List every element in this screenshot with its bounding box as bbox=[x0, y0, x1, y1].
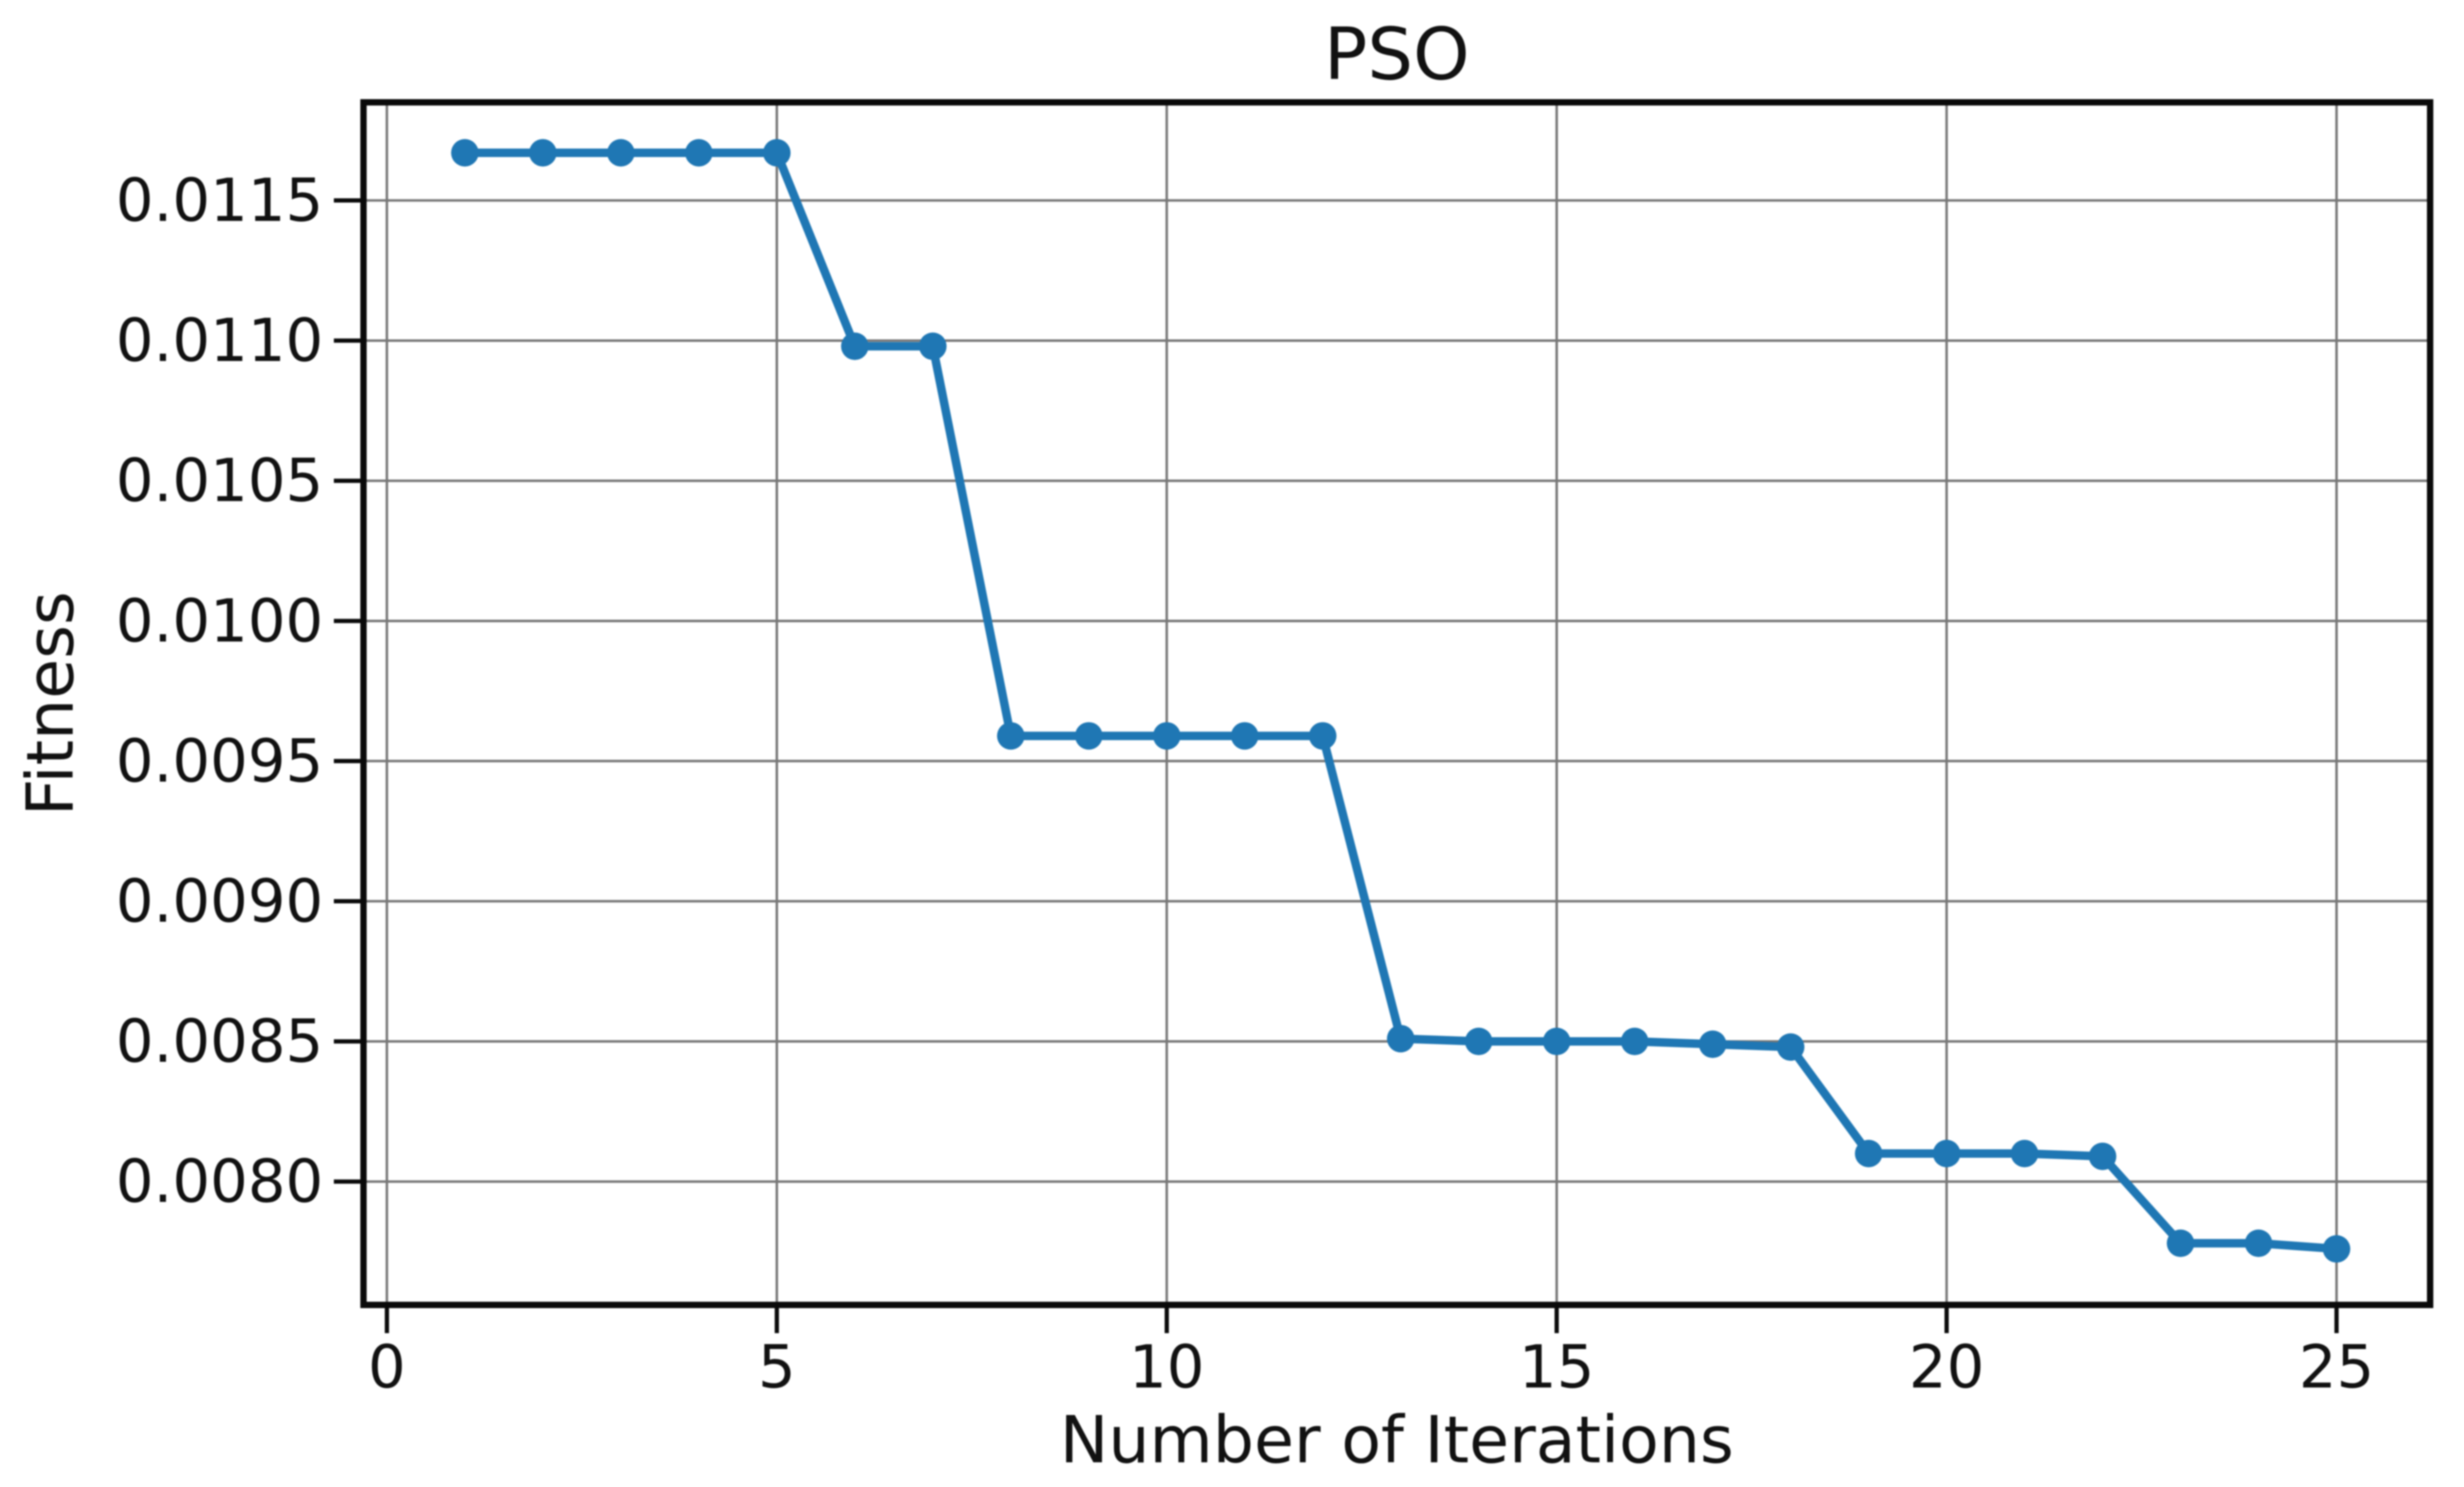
data-point bbox=[841, 332, 869, 361]
axis-layer: 0 5 10 15 20 25 0.0080 0.0085 0.0090 0.0095 0.0100… bbox=[116, 99, 2434, 1402]
data-point bbox=[451, 139, 479, 167]
data-point bbox=[919, 332, 947, 361]
data-point bbox=[529, 139, 557, 167]
y-tick-label: 0.0110 bbox=[116, 306, 323, 375]
y-tick-label: 0.0115 bbox=[116, 166, 323, 235]
series-layer bbox=[451, 139, 2350, 1263]
data-point bbox=[2166, 1229, 2194, 1258]
data-point bbox=[2010, 1140, 2038, 1167]
data-point bbox=[1543, 1028, 1570, 1056]
data-point bbox=[2089, 1143, 2117, 1170]
x-tick-label: 15 bbox=[1519, 1332, 1594, 1402]
y-tick-label: 0.0100 bbox=[116, 586, 323, 656]
x-tick-label: 10 bbox=[1129, 1332, 1205, 1402]
data-point bbox=[607, 139, 635, 167]
x-tick-label: 5 bbox=[758, 1332, 795, 1402]
data-point bbox=[1387, 1025, 1414, 1053]
data-point bbox=[1153, 722, 1181, 750]
plot-border bbox=[360, 99, 2434, 1308]
data-point bbox=[685, 139, 713, 167]
y-tick-label: 0.0085 bbox=[116, 1007, 323, 1076]
y-tick-label: 0.0095 bbox=[116, 726, 323, 795]
data-point bbox=[1699, 1030, 1726, 1059]
grid-layer bbox=[363, 102, 2430, 1305]
data-point bbox=[1309, 722, 1337, 750]
x-tick-label: 20 bbox=[1909, 1332, 1985, 1402]
y-tick-label: 0.0090 bbox=[116, 867, 323, 936]
data-point bbox=[1465, 1028, 1493, 1056]
data-point bbox=[1855, 1140, 1882, 1167]
data-point bbox=[2244, 1229, 2273, 1258]
data-point bbox=[1621, 1028, 1649, 1056]
data-point bbox=[1777, 1033, 1805, 1061]
y-tick-label: 0.0105 bbox=[116, 446, 323, 515]
chart-title: PSO bbox=[1324, 13, 1470, 97]
data-point bbox=[997, 722, 1025, 750]
data-point bbox=[1231, 722, 1258, 750]
y-tick-label: 0.0080 bbox=[116, 1147, 323, 1216]
x-tick-label: 25 bbox=[2299, 1332, 2374, 1402]
fitness-line bbox=[460, 148, 2341, 1253]
x-tick-label: 0 bbox=[368, 1332, 405, 1402]
data-point bbox=[2322, 1235, 2350, 1263]
y-axis-label: Fitness bbox=[13, 591, 88, 817]
data-point bbox=[1933, 1140, 1961, 1167]
x-axis-label: Number of Iterations bbox=[1060, 1402, 1734, 1478]
data-point bbox=[1075, 722, 1103, 750]
data-point bbox=[763, 139, 791, 167]
